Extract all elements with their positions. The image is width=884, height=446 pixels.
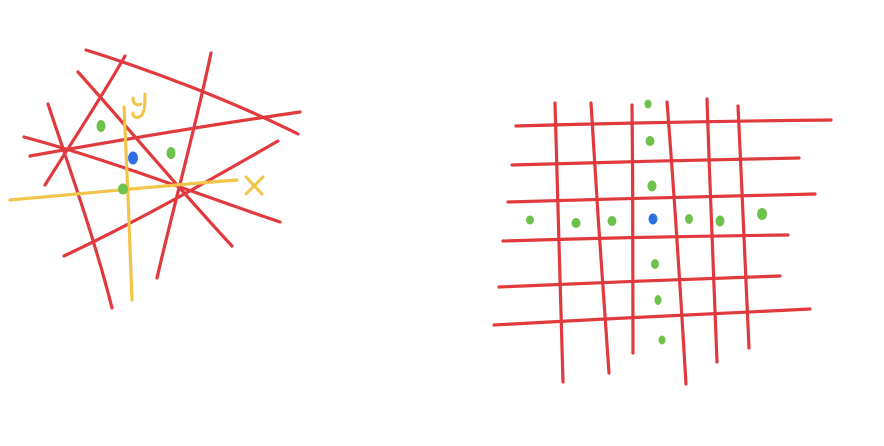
random-line-1 [84,48,300,136]
x-axis-label: x [244,175,265,196]
right-diagram [492,97,833,386]
grid-h-line-5 [497,274,782,289]
random-line-6 [76,70,234,248]
left-diagram: x y [8,48,302,310]
random-line-4 [46,102,114,310]
neighbor-point [757,208,767,220]
neighbor-point [644,99,652,109]
neighbor-point [651,259,659,269]
grid-horizontal-lines [492,118,833,327]
center-point [648,213,658,225]
neighbor-point [607,216,617,226]
grid-vertical-lines [553,97,751,386]
grid-v-line-6 [736,104,751,350]
neighbor-point [715,215,725,227]
neighbor-point [118,183,128,195]
neighbor-point [526,215,534,225]
neighbor-point [96,120,106,132]
coordinate-axes: x y [8,92,265,302]
neighbor-point [658,335,666,345]
grid-v-line-5 [705,97,719,364]
neighbor-point [571,218,581,228]
grid-h-line-4 [501,233,790,243]
neighbor-point [166,147,176,159]
grid-points [526,99,767,345]
random-line-3 [22,135,282,224]
center-point [128,151,138,165]
random-line-8 [62,139,280,258]
grid-v-line-3 [630,103,635,355]
neighbor-point [654,295,662,305]
grid-v-line-4 [665,100,688,386]
random-lines [22,48,302,310]
y-axis-label: y [131,92,147,119]
grid-h-line-6 [492,307,812,327]
grid-h-line-2 [510,156,801,167]
neighbor-point [645,136,655,146]
y-axis [122,105,134,302]
grid-v-line-2 [589,101,611,375]
neighbor-point [647,180,657,192]
neighbor-point [685,214,693,224]
grid-h-line-3 [506,192,817,204]
grid-v-line-1 [553,101,565,384]
grid-h-line-1 [514,118,833,128]
random-line-5 [43,54,127,187]
random-line-7 [155,51,213,280]
left-points [96,120,176,195]
